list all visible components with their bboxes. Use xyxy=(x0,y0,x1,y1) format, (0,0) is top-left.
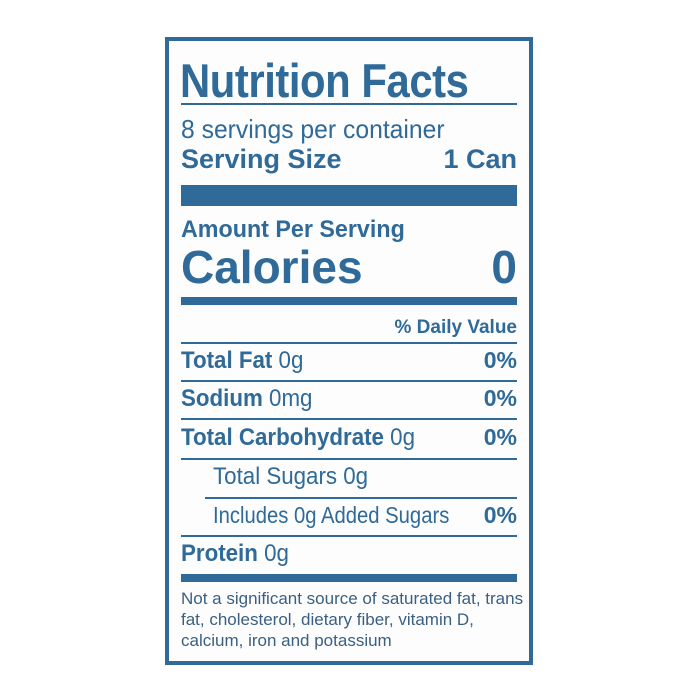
calories-value: 0 xyxy=(491,241,517,293)
nutrient-dv: 0% xyxy=(483,347,517,373)
divider xyxy=(181,380,517,382)
nutrient-name: Total Sugars xyxy=(213,463,338,490)
nutrient-name: Includes 0g Added Sugars xyxy=(213,502,450,528)
daily-value-header: % Daily Value xyxy=(394,317,517,338)
serving-size-label: Serving Size xyxy=(181,144,342,174)
nutrient-name: Total Fat xyxy=(181,347,273,374)
nutrient-row-sodium: Sodium 0mg 0% xyxy=(181,385,517,413)
servings-per-container: 8 servings per container xyxy=(181,114,445,144)
serving-size-row: Serving Size 1 Can xyxy=(181,144,517,175)
nutrient-dv: 0% xyxy=(483,502,517,528)
divider xyxy=(181,458,517,460)
nutrient-amount: 0g xyxy=(264,540,289,567)
divider xyxy=(181,103,517,105)
calories-label: Calories xyxy=(181,241,363,293)
calories-row: Calories 0 xyxy=(181,240,517,294)
divider xyxy=(181,535,517,537)
divider xyxy=(181,418,517,420)
nutrient-name: Protein xyxy=(181,540,258,567)
label-title: Nutrition Facts xyxy=(180,54,469,107)
nutrient-dv: 0% xyxy=(483,424,517,450)
nutrition-facts-label: Nutrition Facts 8 servings per container… xyxy=(165,37,533,665)
nutrient-amount: 0g xyxy=(278,347,304,374)
nutrient-dv: 0% xyxy=(483,385,517,411)
footnote: Not a significant source of saturated fa… xyxy=(181,589,524,650)
nutrient-row-protein: Protein 0g xyxy=(181,540,517,568)
amount-per-serving: Amount Per Serving xyxy=(181,216,405,243)
nutrient-name: Total Carbohydrate xyxy=(181,424,384,451)
serving-size-value: 1 Can xyxy=(443,144,517,174)
thick-divider xyxy=(181,185,517,206)
nutrient-amount: 0g xyxy=(390,424,416,451)
medium-divider xyxy=(181,297,517,305)
divider xyxy=(181,342,517,344)
medium-divider xyxy=(181,574,517,582)
nutrient-row-total-carbohydrate: Total Carbohydrate 0g 0% xyxy=(181,424,517,452)
nutrient-row-total-fat: Total Fat 0g 0% xyxy=(181,347,517,375)
nutrient-row-total-sugars: Total Sugars 0g xyxy=(213,463,517,491)
nutrient-name: Sodium xyxy=(181,385,263,412)
nutrient-row-added-sugars: Includes 0g Added Sugars 0% xyxy=(213,502,517,529)
nutrient-amount: 0g xyxy=(343,463,369,490)
divider xyxy=(205,497,517,499)
nutrient-amount: 0mg xyxy=(269,385,313,412)
